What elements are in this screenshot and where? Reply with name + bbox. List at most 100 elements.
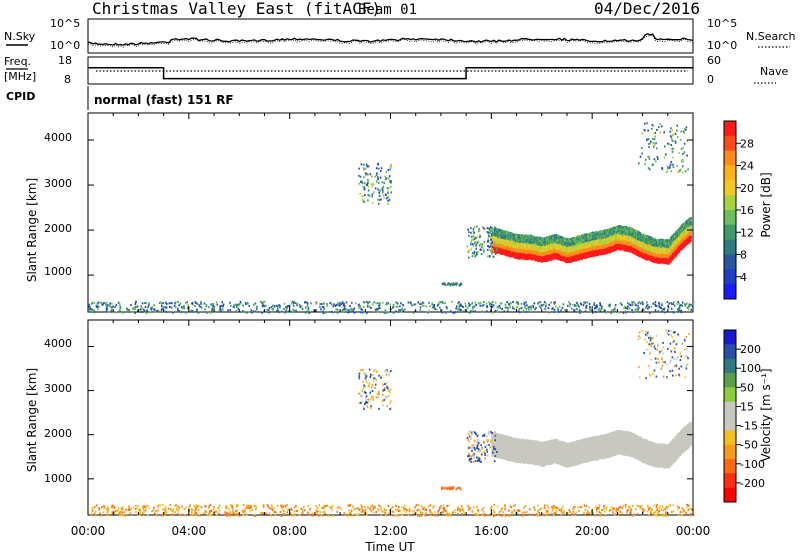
ground-scatter-pixel: [329, 301, 332, 304]
ground-scatter-pixel: [637, 308, 640, 311]
ground-scatter-pixel: [660, 508, 663, 511]
ground-scatter-pixel: [145, 310, 148, 313]
patch-pixel: [682, 130, 685, 133]
patch-pixel: [664, 145, 666, 148]
ground-scatter-pixel: [359, 305, 361, 308]
patch-pixel: [682, 153, 684, 155]
ground-scatter-pixel: [93, 311, 96, 314]
ground-scatter-pixel: [335, 308, 337, 311]
ground-scatter-pixel: [229, 309, 232, 312]
patch-pixel: [491, 248, 494, 251]
ground-scatter-pixel: [684, 304, 687, 307]
ground-scatter-pixel: [338, 303, 341, 306]
band-pixel: [503, 230, 506, 233]
ground-scatter-pixel: [114, 306, 116, 309]
patch-pixel: [388, 198, 391, 201]
ground-scatter-pixel: [385, 311, 388, 314]
ground-scatter-pixel: [340, 303, 343, 305]
patch-pixel: [376, 172, 378, 175]
patch-pixel: [491, 252, 493, 255]
patch-pixel: [470, 248, 472, 251]
patch-pixel: [476, 225, 478, 228]
ground-scatter-pixel: [277, 307, 279, 310]
ground-scatter-pixel: [650, 306, 653, 309]
noise-sky-label: N.Sky: [4, 30, 36, 43]
patch-pixel: [657, 157, 659, 160]
ground-scatter-pixel: [584, 301, 587, 304]
patch-pixel: [653, 132, 656, 135]
patch-pixel: [671, 129, 673, 132]
band-pixel: [689, 221, 692, 224]
ground-scatter-pixel: [457, 302, 459, 305]
ground-scatter-pixel: [194, 305, 196, 307]
ground-scatter-pixel: [604, 309, 606, 312]
ground-scatter-pixel: [213, 305, 216, 308]
patch-pixel: [371, 175, 373, 178]
ground-scatter-pixel: [210, 303, 212, 306]
ground-scatter-pixel: [271, 310, 274, 313]
patch-pixel: [652, 145, 655, 148]
ground-scatter-pixel: [588, 302, 591, 305]
ground-scatter-pixel: [247, 311, 250, 314]
ground-scatter-pixel: [631, 302, 634, 305]
patch-pixel: [669, 135, 672, 138]
ground-scatter-pixel: [636, 307, 638, 310]
noise-left-tick-bottom: 10^0: [50, 39, 80, 52]
ground-scatter-pixel: [488, 301, 490, 304]
patch-pixel: [483, 250, 485, 253]
ground-scatter-pixel: [425, 305, 428, 308]
ground-scatter-pixel: [237, 307, 240, 310]
ground-scatter-pixel: [307, 306, 310, 309]
ground-scatter-pixel: [429, 305, 431, 308]
ground-scatter-pixel: [233, 304, 235, 307]
colorbar-segment: [724, 254, 736, 270]
ground-scatter-pixel: [433, 306, 435, 309]
ground-scatter-pixel: [542, 303, 545, 306]
patch-pixel: [363, 167, 365, 170]
ground-scatter-pixel: [326, 305, 329, 307]
colorbar-segment: [724, 150, 736, 166]
ground-scatter-pixel: [681, 301, 684, 304]
ground-scatter-pixel: [239, 300, 242, 303]
ground-scatter-pixel: [578, 309, 581, 312]
ground-scatter-pixel: [362, 301, 365, 304]
ground-scatter-pixel: [220, 304, 222, 307]
ground-scatter-pixel: [152, 308, 155, 310]
ground-scatter-pixel: [649, 311, 651, 314]
ground-scatter-pixel: [285, 305, 287, 308]
ground-scatter-pixel: [462, 306, 464, 308]
ground-scatter-pixel: [455, 307, 458, 310]
patch-pixel: [483, 241, 486, 243]
ground-scatter-pixel: [693, 300, 695, 303]
ground-scatter-pixel: [622, 312, 625, 314]
ground-scatter-pixel: [592, 309, 594, 312]
patch-pixel: [681, 158, 684, 161]
ground-scatter-pixel: [460, 304, 462, 307]
patch-pixel: [492, 250, 495, 253]
ground-scatter-pixel: [319, 305, 321, 308]
ground-scatter-pixel: [265, 305, 267, 308]
patch-pixel: [358, 182, 361, 185]
ground-scatter-pixel: [589, 308, 591, 311]
ground-scatter-pixel: [277, 310, 280, 312]
ground-scatter-pixel: [462, 310, 465, 313]
ground-scatter-pixel: [525, 301, 527, 304]
patch-pixel: [362, 163, 365, 166]
ground-scatter-pixel: [501, 308, 503, 310]
ground-scatter-pixel: [151, 306, 154, 309]
patch-pixel: [378, 191, 380, 194]
patch-pixel: [494, 253, 497, 256]
ground-scatter-pixel: [566, 304, 569, 307]
patch-pixel: [358, 174, 360, 177]
ground-scatter-pixel: [646, 304, 648, 307]
ground-scatter-pixel: [570, 307, 573, 310]
ground-scatter-pixel: [275, 304, 278, 307]
ground-scatter-pixel: [677, 508, 679, 511]
patch-pixel: [683, 128, 686, 130]
patch-pixel: [479, 235, 481, 238]
patch-pixel: [468, 234, 470, 237]
ground-scatter-pixel: [304, 301, 307, 303]
date-title: 04/Dec/2016: [594, 0, 700, 18]
ground-scatter-pixel: [345, 308, 347, 311]
ground-scatter-pixel: [503, 310, 506, 313]
